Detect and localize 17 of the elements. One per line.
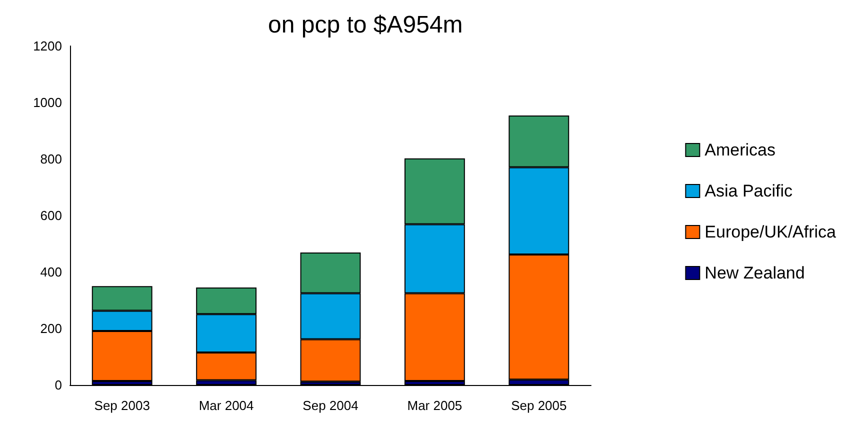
- x-tick-label: Sep 2005: [511, 398, 567, 413]
- y-tick-label: 400: [40, 264, 62, 280]
- legend-label: Asia Pacific: [704, 182, 794, 200]
- y-tick-label: 1000: [33, 95, 62, 110]
- y-tick-label: 600: [40, 208, 62, 223]
- x-tick-label: Mar 2005: [407, 398, 462, 413]
- x-tick-label: Sep 2004: [302, 398, 358, 413]
- x-tick-label: Mar 2004: [198, 398, 254, 413]
- y-tick-label: 800: [40, 152, 62, 166]
- legend-label: Americas: [704, 140, 776, 160]
- y-tick-label: 0: [54, 378, 62, 392]
- chart-title: on pcp to $A954m: [268, 12, 463, 38]
- legend-label: Europe/UK/Africa: [704, 222, 837, 242]
- y-tick-label: 200: [40, 321, 62, 336]
- legend-label: New Zealand: [704, 264, 805, 282]
- y-tick-label: 1200: [33, 38, 62, 54]
- x-tick-label: Sep 2003: [94, 398, 150, 413]
